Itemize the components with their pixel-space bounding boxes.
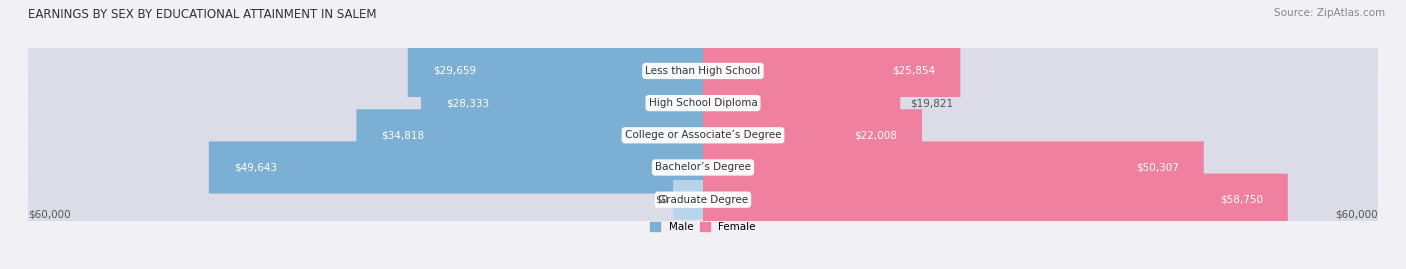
FancyBboxPatch shape <box>703 109 922 161</box>
Text: $19,821: $19,821 <box>910 98 953 108</box>
Text: $50,307: $50,307 <box>1136 162 1178 172</box>
FancyBboxPatch shape <box>28 75 1378 131</box>
Text: College or Associate’s Degree: College or Associate’s Degree <box>624 130 782 140</box>
FancyBboxPatch shape <box>703 77 900 129</box>
FancyBboxPatch shape <box>673 180 703 219</box>
Text: $25,854: $25,854 <box>893 66 935 76</box>
Text: Less than High School: Less than High School <box>645 66 761 76</box>
Text: $0: $0 <box>655 195 668 205</box>
Text: $29,659: $29,659 <box>433 66 475 76</box>
Text: $60,000: $60,000 <box>1336 210 1378 220</box>
Text: $22,008: $22,008 <box>855 130 897 140</box>
FancyBboxPatch shape <box>703 45 960 97</box>
FancyBboxPatch shape <box>209 141 703 194</box>
FancyBboxPatch shape <box>408 45 703 97</box>
Text: Bachelor’s Degree: Bachelor’s Degree <box>655 162 751 172</box>
FancyBboxPatch shape <box>28 43 1378 99</box>
FancyBboxPatch shape <box>28 172 1378 227</box>
Text: Graduate Degree: Graduate Degree <box>658 195 748 205</box>
Text: High School Diploma: High School Diploma <box>648 98 758 108</box>
FancyBboxPatch shape <box>28 108 1378 163</box>
Text: $28,333: $28,333 <box>446 98 489 108</box>
Text: $60,000: $60,000 <box>28 210 70 220</box>
Text: $34,818: $34,818 <box>381 130 425 140</box>
Text: $49,643: $49,643 <box>233 162 277 172</box>
Text: EARNINGS BY SEX BY EDUCATIONAL ATTAINMENT IN SALEM: EARNINGS BY SEX BY EDUCATIONAL ATTAINMEN… <box>28 8 377 21</box>
FancyBboxPatch shape <box>420 77 703 129</box>
Legend: Male, Female: Male, Female <box>645 218 761 236</box>
Text: Source: ZipAtlas.com: Source: ZipAtlas.com <box>1274 8 1385 18</box>
FancyBboxPatch shape <box>28 140 1378 195</box>
FancyBboxPatch shape <box>703 141 1204 194</box>
Text: $58,750: $58,750 <box>1220 195 1263 205</box>
FancyBboxPatch shape <box>703 174 1288 226</box>
FancyBboxPatch shape <box>356 109 703 161</box>
